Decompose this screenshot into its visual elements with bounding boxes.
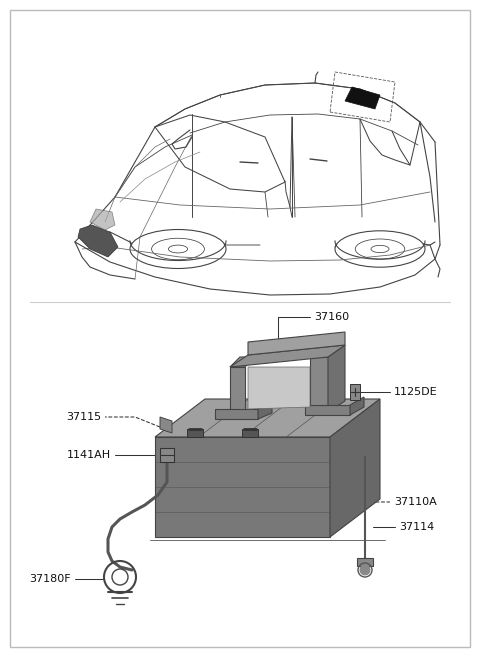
Polygon shape (242, 429, 258, 437)
Text: 1141AH: 1141AH (67, 450, 111, 460)
Polygon shape (155, 399, 380, 437)
Text: 37180F: 37180F (29, 574, 71, 584)
Polygon shape (310, 357, 328, 412)
Polygon shape (357, 558, 373, 566)
Polygon shape (258, 403, 272, 419)
Polygon shape (330, 399, 380, 537)
Polygon shape (345, 87, 380, 109)
Polygon shape (328, 345, 345, 412)
Polygon shape (248, 332, 345, 355)
Polygon shape (160, 448, 174, 462)
Polygon shape (230, 367, 245, 415)
Polygon shape (187, 429, 203, 437)
Polygon shape (78, 225, 118, 257)
Polygon shape (155, 437, 330, 537)
Polygon shape (215, 409, 258, 419)
Text: 37110A: 37110A (394, 497, 437, 507)
Polygon shape (350, 397, 364, 415)
Text: 1125DE: 1125DE (394, 387, 438, 397)
Text: 37115: 37115 (66, 412, 101, 422)
Text: 37114: 37114 (399, 522, 434, 532)
Polygon shape (305, 405, 350, 415)
Ellipse shape (360, 565, 370, 575)
Polygon shape (90, 209, 115, 230)
Polygon shape (160, 417, 172, 433)
Polygon shape (350, 384, 360, 400)
Polygon shape (230, 345, 345, 367)
Polygon shape (248, 367, 310, 409)
Polygon shape (230, 357, 255, 367)
Text: 37160: 37160 (314, 312, 349, 322)
